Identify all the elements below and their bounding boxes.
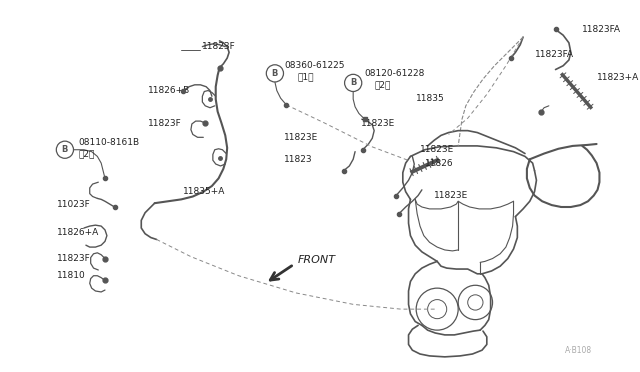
- Text: 08360-61225: 08360-61225: [284, 61, 345, 70]
- Text: 11835: 11835: [416, 94, 445, 103]
- Text: （2）: （2）: [374, 80, 390, 89]
- Text: 11823E: 11823E: [284, 133, 319, 142]
- Text: 11823F: 11823F: [202, 42, 236, 51]
- Text: 〈2〉: 〈2〉: [78, 149, 95, 158]
- Text: 11826: 11826: [425, 158, 453, 168]
- Text: 11823F: 11823F: [148, 119, 182, 128]
- Text: 11823E: 11823E: [435, 191, 468, 200]
- Text: B: B: [61, 145, 68, 154]
- Text: B: B: [350, 78, 356, 87]
- Text: 11023F: 11023F: [57, 200, 91, 209]
- Text: 11823: 11823: [284, 155, 313, 164]
- Circle shape: [266, 65, 284, 82]
- Text: 11823FA: 11823FA: [534, 50, 573, 59]
- Text: 11823FA: 11823FA: [582, 25, 621, 34]
- Text: （1）: （1）: [298, 73, 314, 82]
- Text: FRONT: FRONT: [298, 256, 336, 266]
- Text: 11823+A: 11823+A: [596, 73, 639, 82]
- Text: 11826+A: 11826+A: [57, 228, 100, 237]
- Circle shape: [344, 74, 362, 92]
- Text: B: B: [272, 69, 278, 78]
- Text: 11823F: 11823F: [57, 254, 91, 263]
- Text: 08120-61228: 08120-61228: [365, 69, 425, 78]
- Circle shape: [56, 141, 74, 158]
- Text: 11835+A: 11835+A: [183, 187, 226, 196]
- Text: 11810: 11810: [57, 271, 86, 280]
- Text: 11823E: 11823E: [361, 119, 395, 128]
- Text: 08110-8161B: 08110-8161B: [78, 138, 140, 147]
- Text: A·B108: A·B108: [564, 346, 592, 355]
- Text: 11826+B: 11826+B: [148, 86, 190, 95]
- Text: 11823E: 11823E: [420, 145, 454, 154]
